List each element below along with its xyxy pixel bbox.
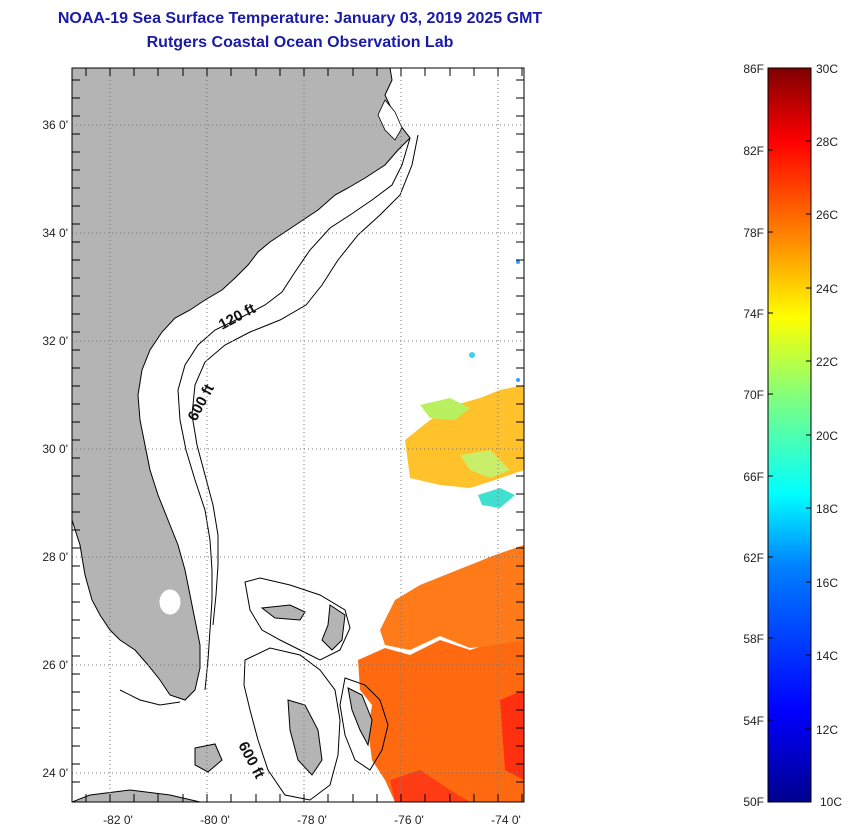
colorbar-c-label: 16C [816, 576, 838, 590]
colorbar-c-label: 10C [820, 795, 842, 809]
colorbar-c-label: 26C [816, 208, 838, 222]
map-frame [71, 67, 525, 803]
colorbar-c-label: 12C [816, 723, 838, 737]
lon-label: -74 0' [491, 813, 521, 827]
colorbar-c-label: 14C [816, 649, 838, 663]
sst-patch-warm-mid [380, 545, 524, 650]
map-grid [72, 68, 524, 802]
map-ticks [72, 68, 524, 802]
lat-label: 32 0' [42, 334, 68, 348]
land-grand-bahama [260, 604, 306, 621]
colorbar-f-label: 62F [743, 551, 764, 565]
lat-label: 24 0' [42, 766, 68, 780]
colorbar-c-label: 30C [816, 62, 838, 76]
lake-okeechobee [159, 589, 181, 615]
sst-speck [469, 352, 475, 358]
land-small-cay [194, 743, 223, 773]
lat-label: 28 0' [42, 550, 68, 564]
colorbar-f-label: 86F [743, 62, 764, 76]
lon-label: -80 0' [200, 813, 230, 827]
colorbar-f-label: 58F [743, 632, 764, 646]
contour-600ft [191, 134, 419, 626]
land-us-florida [72, 68, 411, 701]
colorbar [767, 67, 812, 803]
sst-speck [516, 378, 520, 382]
colorbar-f-label: 50F [743, 795, 764, 809]
pamlico-sound [377, 99, 403, 141]
land-cuba [72, 789, 201, 802]
lat-label: 36 0' [42, 118, 68, 132]
colorbar-f-label: 82F [743, 144, 764, 158]
sst-patch-warm-south [358, 635, 524, 802]
sst-patch-lightgreen [460, 450, 510, 478]
lon-label: -82 0' [103, 813, 133, 827]
colorbar-f-label: 74F [743, 307, 764, 321]
land-abaco [321, 604, 346, 651]
colorbar-f-label: 54F [743, 714, 764, 728]
colorbar-f-label: 78F [743, 226, 764, 240]
lon-label: -78 0' [297, 813, 327, 827]
sst-patch-green [420, 398, 470, 420]
land-andros [287, 699, 323, 776]
contour-great-bahama-bank [243, 647, 341, 801]
lon-label: -76 0' [394, 813, 424, 827]
florida-keys [119, 689, 181, 706]
contour-bahamas-bank [244, 577, 351, 661]
map-title: NOAA-19 Sea Surface Temperature: January… [57, 10, 543, 27]
sst-speck [516, 260, 520, 264]
colorbar-c-label: 24C [816, 282, 838, 296]
colorbar-c-label: 28C [816, 135, 838, 149]
colorbar-c-label: 18C [816, 502, 838, 516]
lat-label: 34 0' [42, 226, 68, 240]
contour-120ft [177, 137, 411, 691]
contour-bahamas-east [339, 677, 389, 771]
colorbar-f-label: 66F [743, 470, 764, 484]
colorbar-c-label: 22C [816, 355, 838, 369]
colorbar-ticks [768, 140, 811, 730]
colorbar-c-label: 20C [816, 429, 838, 443]
lat-label: 30 0' [42, 442, 68, 456]
map-subtitle: Rutgers Coastal Ocean Observation Lab [146, 34, 454, 51]
sst-patch-hot-east [500, 690, 524, 780]
colorbar-f-label: 70F [743, 388, 764, 402]
lat-label: 26 0' [42, 658, 68, 672]
land-eleuthera [347, 687, 373, 747]
sst-patch-cyan [478, 488, 515, 508]
